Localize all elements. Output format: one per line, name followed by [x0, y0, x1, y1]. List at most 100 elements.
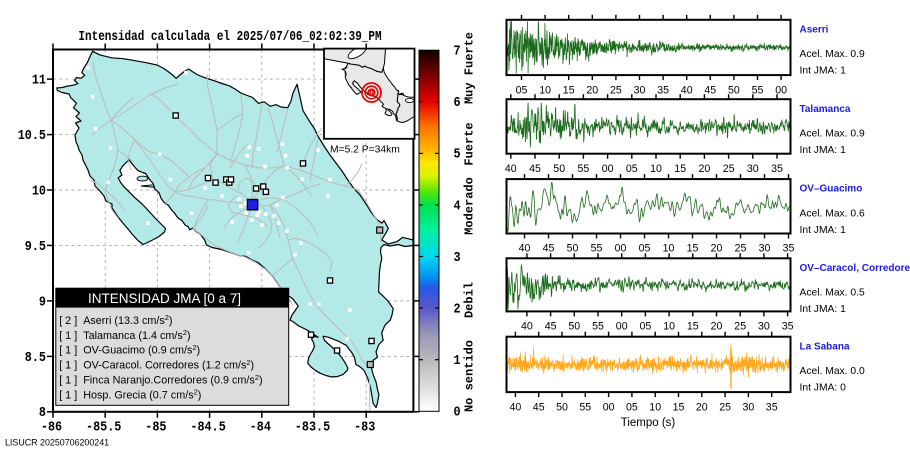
svg-text:-85: -85: [145, 419, 166, 435]
svg-text:35: 35: [782, 321, 794, 333]
svg-text:45: 45: [529, 163, 541, 175]
svg-text:25: 25: [723, 163, 735, 175]
svg-text:Tiempo (s): Tiempo (s): [621, 417, 676, 429]
svg-text:40: 40: [681, 84, 693, 96]
svg-text:10.5: 10.5: [18, 127, 46, 143]
svg-text:[ 1 ] Finca Naranjo.Corredore: [ 1 ] Finca Naranjo.Corredores (0.9 cm/s…: [59, 373, 262, 387]
svg-text:30: 30: [758, 321, 770, 333]
svg-text:-83.5: -83.5: [295, 419, 330, 435]
svg-text:50: 50: [567, 243, 579, 255]
svg-text:-83: -83: [354, 419, 375, 435]
svg-text:30: 30: [759, 243, 771, 255]
svg-text:Intensidad calculada el 2025/0: Intensidad calculada el 2025/07/06_02:02…: [78, 29, 381, 44]
svg-text:25: 25: [734, 321, 746, 333]
svg-text:-86: -86: [41, 419, 62, 435]
svg-text:00: 00: [603, 401, 615, 413]
svg-text:20: 20: [699, 163, 711, 175]
svg-text:40: 40: [505, 163, 517, 175]
svg-text:30: 30: [743, 401, 755, 413]
svg-text:10: 10: [649, 401, 661, 413]
svg-text:25: 25: [610, 84, 622, 96]
svg-text:OV–Caracol, Corredore: OV–Caracol, Corredore: [800, 263, 910, 274]
svg-text:INTENSIDAD JMA [0 a 7]: INTENSIDAD JMA [0 a 7]: [88, 291, 241, 306]
svg-text:[ 2 ] Aserri (13.3 cm/s2): [ 2 ] Aserri (13.3 cm/s2): [59, 313, 172, 327]
svg-text:Int JMA: 0: Int JMA: 0: [800, 382, 847, 393]
svg-text:9.5: 9.5: [25, 238, 46, 254]
svg-text:M=5.2 P=34km: M=5.2 P=34km: [330, 145, 400, 156]
svg-text:50: 50: [556, 401, 568, 413]
svg-text:30: 30: [747, 163, 759, 175]
svg-text:Talamanca: Talamanca: [800, 104, 851, 115]
svg-text:-84: -84: [250, 419, 272, 435]
svg-text:20: 20: [696, 401, 708, 413]
svg-text:LISUCR 20250706200241: LISUCR 20250706200241: [5, 438, 109, 448]
svg-text:Acel. Max. 0.6: Acel. Max. 0.6: [800, 209, 866, 220]
svg-text:05: 05: [626, 163, 638, 175]
svg-text:15: 15: [687, 243, 699, 255]
svg-text:Acel. Max. 0.9: Acel. Max. 0.9: [800, 129, 866, 140]
svg-text:[ 1 ] Talamanca (1.4 cm/s2): [ 1 ] Talamanca (1.4 cm/s2): [59, 328, 190, 342]
svg-text:05: 05: [639, 243, 651, 255]
svg-text:20: 20: [711, 243, 723, 255]
svg-text:20: 20: [711, 321, 723, 333]
svg-text:2: 2: [453, 301, 460, 317]
svg-text:55: 55: [752, 84, 764, 96]
svg-text:45: 45: [543, 243, 555, 255]
svg-text:35: 35: [771, 163, 783, 175]
svg-text:[ 1 ] Hosp. Grecia (0.7 cm/s2: [ 1 ] Hosp. Grecia (0.7 cm/s2): [59, 388, 201, 402]
svg-text:1: 1: [453, 352, 460, 368]
svg-text:8.5: 8.5: [25, 349, 46, 365]
svg-text:15: 15: [687, 321, 699, 333]
svg-text:40: 40: [519, 243, 531, 255]
svg-text:35: 35: [766, 401, 778, 413]
svg-text:Muy Fuerte: Muy Fuerte: [463, 32, 477, 104]
svg-text:8: 8: [39, 404, 46, 420]
svg-text:05: 05: [640, 321, 652, 333]
svg-text:10: 10: [663, 321, 675, 333]
svg-text:-85.5: -85.5: [86, 419, 121, 435]
svg-text:45: 45: [704, 84, 716, 96]
svg-text:35: 35: [783, 243, 795, 255]
svg-text:05: 05: [516, 84, 528, 96]
svg-text:4: 4: [453, 198, 460, 214]
svg-text:Debil: Debil: [463, 282, 477, 318]
svg-text:Acel. Max. 0.5: Acel. Max. 0.5: [800, 288, 866, 299]
svg-text:15: 15: [673, 401, 685, 413]
svg-text:25: 25: [719, 401, 731, 413]
svg-text:35: 35: [657, 84, 669, 96]
svg-text:10: 10: [539, 84, 551, 96]
svg-text:55: 55: [591, 243, 603, 255]
svg-text:Acel. Max. 0.0: Acel. Max. 0.0: [800, 366, 866, 377]
svg-text:20: 20: [586, 84, 598, 96]
svg-text:40: 40: [510, 401, 522, 413]
svg-text:[ 1 ] OV-Caracol. Corredores: [ 1 ] OV-Caracol. Corredores (1.2 cm/s2): [59, 358, 254, 372]
svg-text:7: 7: [453, 43, 460, 59]
svg-text:Acel. Max. 0.9: Acel. Max. 0.9: [800, 49, 866, 60]
svg-text:00: 00: [602, 163, 614, 175]
svg-text:Int JMA: 1: Int JMA: 1: [800, 225, 847, 236]
svg-text:55: 55: [578, 163, 590, 175]
svg-text:Aserri: Aserri: [800, 24, 829, 35]
svg-text:40: 40: [521, 321, 533, 333]
svg-text:15: 15: [674, 163, 686, 175]
svg-text:Int JMA: 1: Int JMA: 1: [800, 66, 847, 77]
svg-text:0: 0: [453, 404, 460, 420]
svg-text:50: 50: [728, 84, 740, 96]
svg-text:45: 45: [533, 401, 545, 413]
svg-text:25: 25: [735, 243, 747, 255]
svg-text:10: 10: [650, 163, 662, 175]
svg-text:05: 05: [626, 401, 638, 413]
svg-text:00: 00: [616, 321, 628, 333]
svg-text:5: 5: [453, 146, 460, 162]
svg-text:55: 55: [579, 401, 591, 413]
svg-text:OV–Guacimo: OV–Guacimo: [800, 184, 863, 195]
svg-text:45: 45: [545, 321, 557, 333]
svg-text:Moderado: Moderado: [463, 177, 477, 235]
svg-text:10: 10: [32, 183, 46, 199]
svg-text:00: 00: [775, 84, 787, 96]
svg-text:30: 30: [634, 84, 646, 96]
svg-text:6: 6: [453, 94, 460, 110]
svg-text:Int JMA: 1: Int JMA: 1: [800, 304, 847, 315]
svg-text:3: 3: [453, 249, 460, 265]
svg-text:Fuerte: Fuerte: [463, 122, 477, 165]
